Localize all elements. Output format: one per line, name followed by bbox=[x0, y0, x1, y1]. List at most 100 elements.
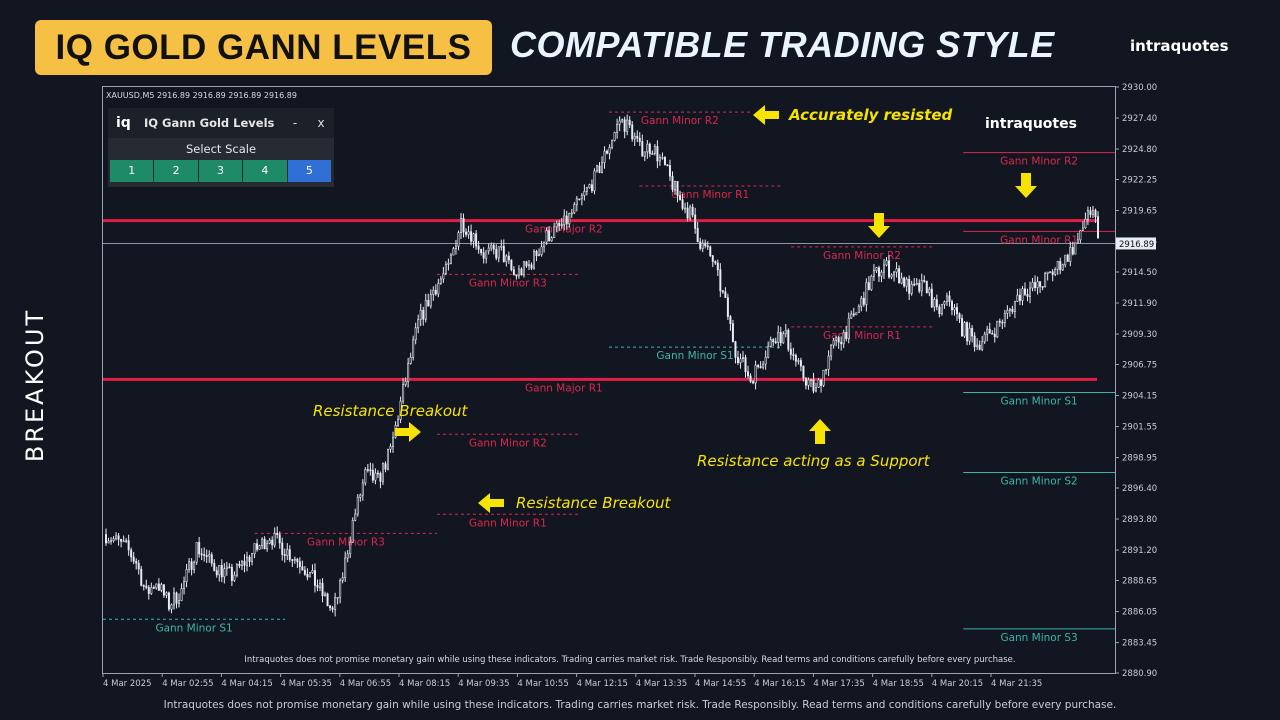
candle-body bbox=[762, 363, 765, 368]
candle-body bbox=[198, 542, 201, 555]
y-tick-label: 2904.15 bbox=[1122, 392, 1157, 402]
scale-button-1[interactable]: 1 bbox=[110, 160, 154, 182]
candle-body bbox=[570, 212, 573, 215]
candle-body bbox=[359, 494, 362, 498]
candle-body bbox=[820, 379, 823, 386]
candle-body bbox=[593, 170, 596, 192]
candle-body bbox=[273, 532, 276, 546]
candle-body bbox=[880, 271, 883, 277]
candle-body bbox=[105, 534, 107, 544]
candle-body bbox=[684, 207, 687, 210]
iq-logo-icon: iq bbox=[116, 115, 131, 131]
candle-body bbox=[701, 242, 704, 249]
candle-body bbox=[472, 233, 475, 242]
candle-body bbox=[1026, 294, 1029, 297]
candle-body bbox=[815, 387, 818, 392]
arrow-up-icon bbox=[809, 419, 831, 444]
candle-body bbox=[140, 568, 143, 586]
candle-body bbox=[432, 289, 435, 295]
candle-body bbox=[1089, 210, 1092, 215]
candle-body bbox=[540, 246, 543, 256]
candle-body bbox=[1013, 301, 1016, 312]
candle-body bbox=[575, 198, 578, 206]
candle-body bbox=[953, 307, 956, 311]
candle-body bbox=[867, 282, 870, 290]
candle-body bbox=[122, 540, 125, 543]
candle-body bbox=[266, 542, 269, 550]
x-tick-label: 4 Mar 2025 bbox=[103, 679, 151, 689]
candle-body bbox=[870, 275, 873, 290]
candle-body bbox=[515, 274, 518, 277]
candle-body bbox=[895, 268, 898, 273]
candle-body bbox=[110, 540, 113, 542]
candle-body bbox=[1021, 288, 1024, 301]
candle-body bbox=[1018, 294, 1021, 301]
candle-body bbox=[966, 322, 969, 342]
candle-body bbox=[276, 532, 279, 536]
candle-body bbox=[988, 328, 991, 334]
candle-body bbox=[573, 204, 576, 214]
candle-body bbox=[341, 577, 344, 581]
candle-body bbox=[991, 332, 994, 335]
candle-body bbox=[973, 335, 976, 348]
candle-body bbox=[238, 563, 241, 567]
candle-body bbox=[422, 309, 425, 320]
candle-body bbox=[888, 260, 891, 278]
x-tick-label: 4 Mar 06:55 bbox=[340, 679, 391, 689]
candle-body bbox=[996, 320, 999, 338]
candle-body bbox=[293, 558, 296, 561]
current-price-label: 2916.89 bbox=[1119, 240, 1154, 250]
candle-body bbox=[286, 549, 289, 556]
candle-body bbox=[679, 195, 682, 200]
candle-body bbox=[157, 583, 160, 591]
candle-body bbox=[319, 582, 322, 588]
candle-body bbox=[457, 232, 460, 247]
candle-body bbox=[621, 119, 624, 122]
candle-body bbox=[288, 549, 291, 560]
candle-body bbox=[789, 348, 792, 355]
y-tick-label: 2919.65 bbox=[1122, 207, 1157, 217]
candle-body bbox=[444, 263, 447, 274]
x-tick-label: 4 Mar 12:15 bbox=[577, 679, 628, 689]
candle-body bbox=[130, 549, 133, 558]
candle-body bbox=[256, 543, 259, 550]
candle-body bbox=[120, 538, 123, 542]
candle-body bbox=[271, 539, 274, 546]
candle-body bbox=[525, 261, 528, 267]
scale-button-5[interactable]: 5 bbox=[287, 160, 332, 182]
y-tick-label: 2930.00 bbox=[1122, 83, 1157, 93]
y-tick-label: 2901.55 bbox=[1122, 423, 1157, 433]
candle-body bbox=[759, 366, 762, 368]
minimize-button[interactable]: - bbox=[292, 116, 298, 130]
candle-body bbox=[923, 280, 926, 282]
candle-body bbox=[1081, 227, 1084, 231]
close-button[interactable]: x bbox=[317, 116, 325, 130]
x-tick-label: 4 Mar 04:15 bbox=[221, 679, 272, 689]
candle-body bbox=[507, 255, 510, 261]
candle-body bbox=[180, 588, 183, 601]
candle-body bbox=[543, 241, 546, 248]
y-tick-label: 2893.80 bbox=[1122, 515, 1157, 525]
candle-body bbox=[1059, 261, 1062, 271]
candle-body bbox=[633, 135, 636, 140]
candle-body bbox=[623, 119, 626, 132]
resistance-level-label: Gann Minor R1 bbox=[823, 330, 901, 342]
candle-body bbox=[1097, 216, 1099, 239]
candle-body bbox=[925, 280, 928, 294]
scale-label: Select Scale bbox=[185, 142, 257, 156]
candle-body bbox=[747, 371, 750, 377]
candle-body bbox=[716, 262, 719, 271]
candle-body bbox=[643, 151, 646, 157]
candle-body bbox=[278, 534, 281, 544]
candle-body bbox=[940, 303, 943, 315]
candle-body bbox=[361, 482, 364, 496]
scale-button-2[interactable]: 2 bbox=[154, 160, 198, 182]
candle-body bbox=[1044, 273, 1047, 288]
scale-button-3[interactable]: 3 bbox=[198, 160, 243, 182]
candle-body bbox=[920, 280, 923, 292]
candle-body bbox=[205, 555, 208, 557]
panel-header[interactable]: iq IQ Gann Gold Levels - x bbox=[108, 108, 334, 138]
candle-body bbox=[364, 469, 367, 484]
scale-button-4[interactable]: 4 bbox=[243, 160, 287, 182]
candle-body bbox=[147, 587, 150, 594]
